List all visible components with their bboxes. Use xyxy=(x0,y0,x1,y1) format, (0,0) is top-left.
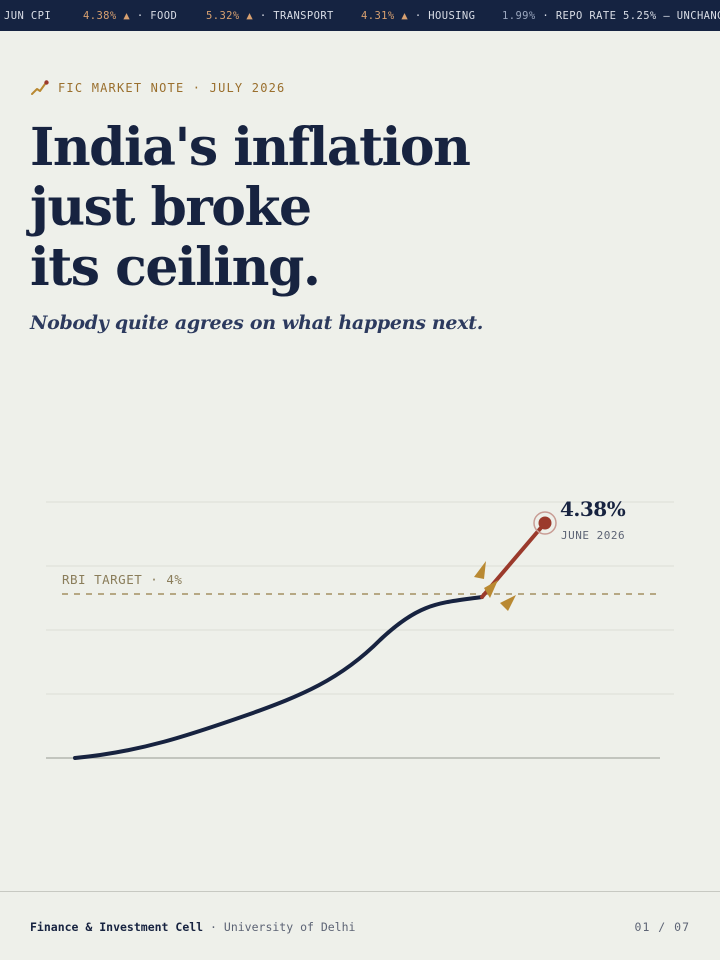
ticker-separator: · xyxy=(414,10,422,22)
footer-divider xyxy=(0,891,720,892)
up-arrow-icon: ▲ xyxy=(123,10,131,22)
headline-line: just broke xyxy=(30,177,312,238)
kicker: FIC MARKET NOTE · JULY 2026 xyxy=(30,79,285,97)
headline: India's inflation just broke its ceiling… xyxy=(30,118,550,298)
up-arrow-icon: ▲ xyxy=(246,10,254,22)
ticker-value: 4.38% xyxy=(83,10,117,22)
ticker-separator: · xyxy=(136,10,144,22)
end-value-label: 4.38% xyxy=(560,497,626,521)
ticker-item: JUN CPI xyxy=(4,10,51,22)
trend-up-icon xyxy=(31,80,49,95)
ticker-value: 4.31% xyxy=(361,10,395,22)
headline-line: its ceiling. xyxy=(30,237,321,298)
headline-line: India's inflation xyxy=(30,117,471,178)
inflation-line xyxy=(73,595,484,760)
spark-icon xyxy=(500,595,516,611)
end-point-ring xyxy=(533,511,557,535)
end-point xyxy=(538,516,552,530)
footer-credit: Finance & Investment Cell · University o… xyxy=(30,920,355,934)
org-name: Finance & Investment Cell xyxy=(30,920,204,934)
spark-icon xyxy=(484,580,498,598)
page-number: 01 / 07 xyxy=(634,920,690,934)
footer-separator: · xyxy=(210,920,217,934)
kicker-text: FIC MARKET NOTE · JULY 2026 xyxy=(58,81,286,95)
up-arrow-icon: ▲ xyxy=(401,10,409,22)
ticker-label: TRANSPORT xyxy=(273,10,334,22)
end-date-label: JUNE 2026 xyxy=(561,529,626,542)
subheadline: Nobody quite agrees on what happens next… xyxy=(30,312,484,334)
inflation-chart xyxy=(46,501,674,760)
ticker-label: HOUSING xyxy=(428,10,476,22)
ticker-bar: JUN CPI 4.38% ▲ · FOOD 5.32% ▲ · TRANSPO… xyxy=(0,0,720,31)
ticker-value: 1.99% xyxy=(502,10,536,22)
university-name: University of Delhi xyxy=(223,920,356,934)
ticker-item: 4.38% ▲ · FOOD xyxy=(83,10,177,22)
ticker-separator: · xyxy=(542,10,550,22)
ticker-label: REPO RATE 5.25% — UNCHANGED xyxy=(555,10,720,22)
ticker-item: 1.99% · REPO RATE 5.25% — UNCHANGED xyxy=(502,10,720,22)
ticker-label: JUN CPI xyxy=(4,10,52,22)
ticker-separator: · xyxy=(259,10,267,22)
ticker-item: 5.32% ▲ · TRANSPORT xyxy=(206,10,334,22)
spark-icon xyxy=(474,561,486,579)
gridlines xyxy=(46,501,674,759)
rbi-target-label: RBI TARGET · 4% xyxy=(62,572,183,587)
ticker-value: 5.32% xyxy=(206,10,240,22)
ticker-label: FOOD xyxy=(150,10,178,22)
ticker-item: 4.31% ▲ · HOUSING xyxy=(361,10,475,22)
